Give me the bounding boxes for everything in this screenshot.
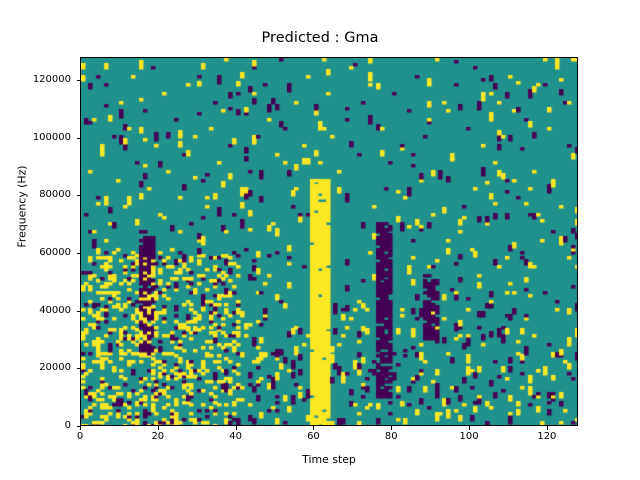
y-tick-label: 40000 — [39, 304, 71, 316]
x-tick-mark — [546, 426, 548, 430]
y-tick-mark — [76, 310, 80, 312]
y-tick-label: 60000 — [39, 247, 71, 259]
x-tick-mark — [313, 426, 315, 430]
x-tick-label: 40 — [229, 431, 242, 442]
x-tick-label: 0 — [76, 431, 84, 442]
heatmap-image — [81, 58, 577, 425]
x-tick-label: 60 — [307, 431, 320, 442]
y-tick-mark — [76, 426, 80, 427]
x-tick-mark — [391, 426, 393, 430]
y-tick-label: 80000 — [39, 189, 71, 201]
x-tick-label: 20 — [151, 431, 165, 442]
y-tick-label: 20000 — [39, 362, 71, 374]
heatmap-axes — [80, 57, 578, 426]
x-tick-mark — [235, 426, 237, 430]
y-tick-mark — [76, 195, 80, 197]
x-axis-label: Time step — [302, 453, 356, 466]
x-tick-mark — [157, 426, 159, 430]
plot-title: Predicted : Gma — [261, 30, 379, 46]
x-tick-mark — [80, 426, 81, 430]
y-axis-label: Frequency (Hz) — [15, 165, 29, 248]
x-tick-label: 100 — [459, 431, 479, 442]
y-tick-mark — [76, 137, 80, 139]
x-tick-label: 120 — [537, 431, 557, 442]
y-tick-label: 120000 — [32, 74, 71, 86]
x-tick-mark — [469, 426, 471, 430]
y-tick-mark — [76, 80, 80, 82]
y-tick-mark — [76, 253, 80, 255]
y-tick-mark — [76, 368, 80, 370]
x-tick-label: 80 — [384, 431, 398, 442]
y-tick-label: 0 — [64, 420, 71, 431]
y-tick-label: 100000 — [32, 131, 71, 143]
